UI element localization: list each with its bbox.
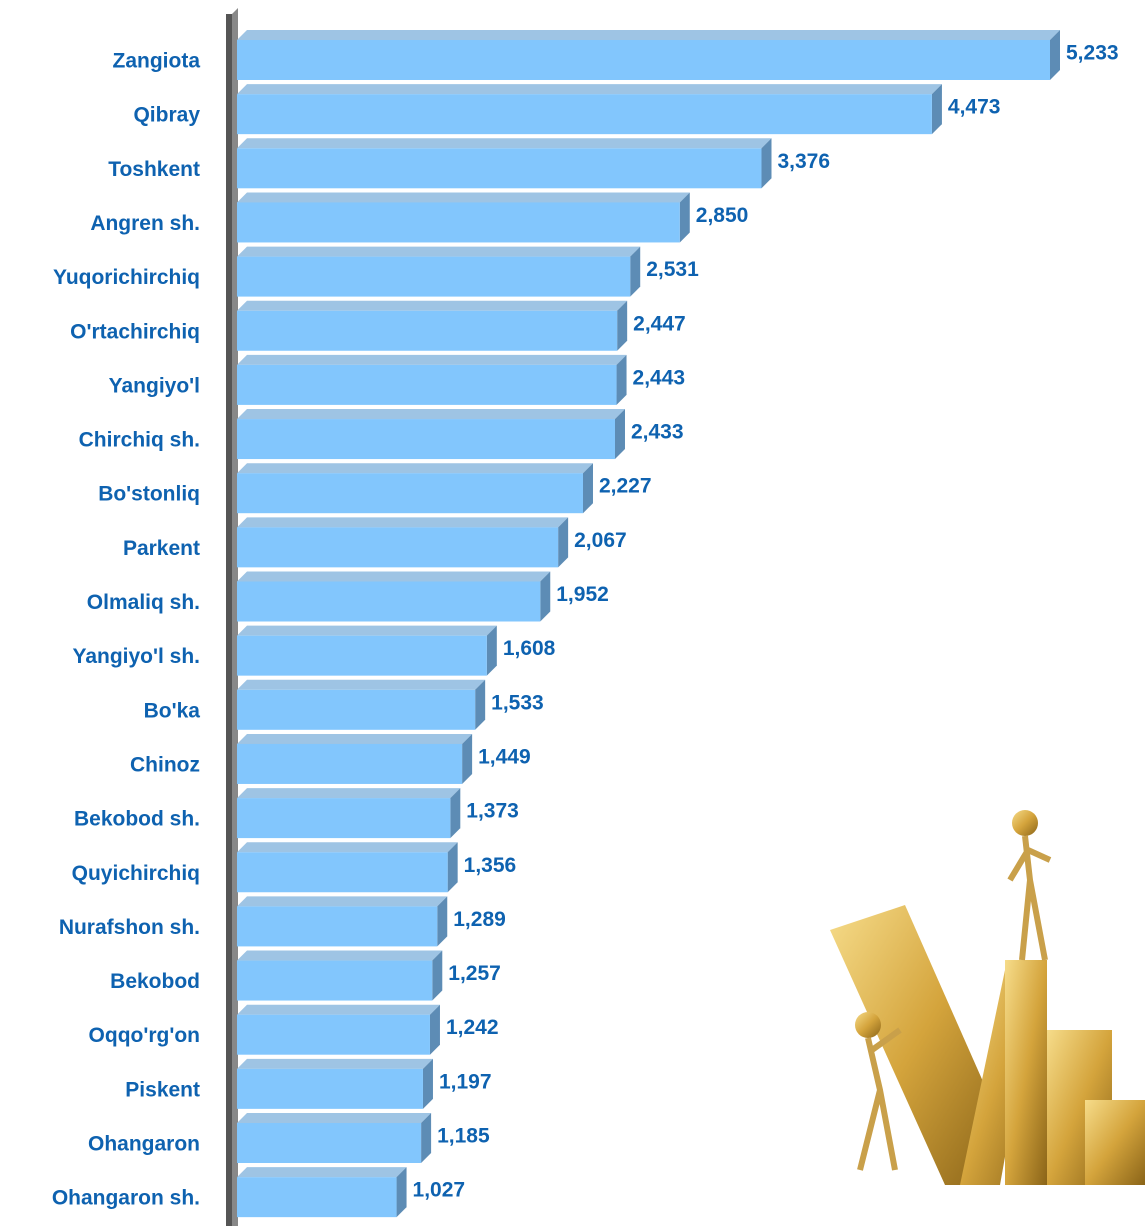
value-label: 1,185	[437, 1125, 490, 1148]
bar-top	[237, 247, 640, 257]
bar-top	[237, 572, 550, 582]
y-tick-label: Bo'ka	[144, 699, 201, 722]
bar	[237, 1123, 421, 1163]
value-label: 2,531	[646, 258, 699, 281]
y-tick-label: Yangiyo'l sh.	[72, 645, 200, 668]
value-label: 3,376	[777, 150, 830, 173]
y-tick-label: Zangiota	[113, 50, 201, 73]
bar-top	[237, 680, 485, 690]
page: {"chart_data": {"type": "bar", "orientat…	[0, 0, 1147, 1226]
value-label: 2,850	[696, 204, 749, 227]
bar-top	[237, 842, 458, 852]
chart: Zangiota 5,233 Qibray 4,473 Toshkent 3,376 Ang…	[0, 0, 1147, 1226]
bar-top	[237, 1005, 440, 1015]
y-tick-label: Quyichirchiq	[72, 862, 200, 885]
value-label: 5,233	[1066, 42, 1119, 65]
bar-top	[237, 301, 627, 311]
y-tick-label: Piskent	[125, 1078, 200, 1101]
bar	[237, 148, 761, 188]
y-tick-label: Nurafshon sh.	[59, 916, 200, 939]
bar	[237, 527, 558, 567]
bar-top	[237, 1113, 431, 1123]
value-label: 1,257	[448, 962, 501, 985]
value-label: 4,473	[948, 96, 1001, 119]
bar-top	[237, 138, 771, 148]
bar	[237, 365, 617, 405]
y-tick-label: Bo'stonliq	[98, 483, 200, 506]
bar-top	[237, 30, 1060, 40]
bar-top	[237, 409, 625, 419]
value-label: 2,433	[631, 421, 684, 444]
bar-top	[237, 734, 472, 744]
y-tick-label: Ohangaron sh.	[52, 1187, 200, 1210]
value-label: 1,356	[464, 854, 517, 877]
y-tick-label: Angren sh.	[90, 212, 200, 235]
bar	[237, 852, 448, 892]
bar	[237, 690, 475, 730]
value-label: 1,373	[466, 800, 519, 823]
bar	[237, 202, 680, 242]
decoration	[830, 810, 1145, 1185]
y-tick-label: Toshkent	[108, 158, 200, 181]
value-label: 1,952	[556, 583, 609, 606]
y-tick-label: Parkent	[123, 537, 200, 560]
bar	[237, 311, 617, 351]
value-label: 2,067	[574, 529, 627, 552]
decor-shape	[1005, 960, 1047, 1185]
bar	[237, 40, 1050, 80]
bar	[237, 1069, 423, 1109]
decor-figure	[1010, 836, 1050, 960]
bar	[237, 798, 450, 838]
y-tick-label: Bekobod sh.	[74, 808, 200, 831]
bar	[237, 744, 462, 784]
bar-top	[237, 626, 497, 636]
bar-top	[237, 84, 942, 94]
y-tick-label: Yangiyo'l	[109, 374, 200, 397]
value-label: 1,197	[439, 1070, 492, 1093]
y-tick-label: Bekobod	[110, 970, 200, 993]
axis-wall	[226, 14, 232, 1226]
bar-top	[237, 896, 447, 906]
bar-top	[237, 355, 627, 365]
y-tick-label: Qibray	[133, 104, 200, 127]
bar-top	[237, 788, 460, 798]
bar	[237, 257, 630, 297]
value-label: 1,608	[503, 637, 556, 660]
bar	[237, 961, 432, 1001]
y-tick-label: O'rtachirchiq	[70, 320, 200, 343]
decor-figure	[1012, 810, 1038, 836]
value-label: 2,227	[599, 475, 652, 498]
bar-top	[237, 1167, 407, 1177]
y-tick-label: Oqqo'rg'on	[89, 1024, 200, 1047]
decor-figure	[855, 1012, 881, 1038]
value-label: 2,443	[633, 366, 686, 389]
value-label: 1,242	[446, 1016, 499, 1039]
bar	[237, 419, 615, 459]
value-label: 1,289	[453, 908, 506, 931]
bar	[237, 473, 583, 513]
y-tick-label: Chinoz	[130, 753, 200, 776]
decor-shape	[1085, 1100, 1145, 1185]
bar	[237, 906, 437, 946]
value-label: 1,449	[478, 745, 531, 768]
bar-top	[237, 192, 690, 202]
bar	[237, 94, 932, 134]
bar	[237, 1015, 430, 1055]
bar	[237, 582, 540, 622]
bar-top	[237, 463, 593, 473]
bar-top	[237, 951, 442, 961]
y-tick-label: Ohangaron	[88, 1133, 200, 1156]
bar	[237, 1177, 397, 1217]
value-label: 1,027	[413, 1179, 466, 1202]
bar	[237, 636, 487, 676]
bar-top	[237, 517, 568, 527]
value-label: 1,533	[491, 691, 544, 714]
y-tick-label: Yuqorichirchiq	[53, 266, 200, 289]
y-tick-label: Chirchiq sh.	[79, 429, 200, 452]
value-label: 2,447	[633, 312, 686, 335]
y-tick-label: Olmaliq sh.	[87, 591, 200, 614]
bar-top	[237, 1059, 433, 1069]
